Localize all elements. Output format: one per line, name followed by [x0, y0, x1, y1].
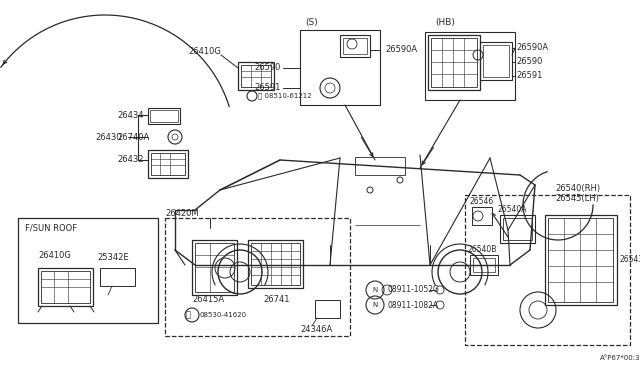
Text: 26434: 26434	[117, 110, 143, 119]
Text: 26430: 26430	[95, 132, 122, 141]
Bar	[470, 255, 498, 275]
Text: 26591: 26591	[516, 71, 542, 80]
Bar	[41, 271, 90, 303]
Text: 08911-1082A: 08911-1082A	[387, 301, 438, 310]
Text: 26410G: 26410G	[38, 250, 71, 260]
Text: 26591: 26591	[254, 83, 280, 93]
Text: 26546: 26546	[470, 198, 494, 206]
Bar	[480, 42, 512, 80]
Text: 26432: 26432	[117, 155, 143, 164]
Bar	[315, 300, 340, 318]
Bar	[38, 268, 93, 306]
Text: 26540A: 26540A	[498, 205, 527, 215]
Text: 08530-41620: 08530-41620	[200, 312, 247, 318]
Bar	[500, 215, 535, 243]
Bar	[18, 218, 158, 323]
Bar	[150, 110, 178, 122]
Bar	[343, 38, 367, 54]
Text: 26540(RH): 26540(RH)	[555, 183, 600, 192]
Bar	[100, 268, 135, 286]
Text: 26420M: 26420M	[165, 209, 198, 218]
Bar	[428, 35, 480, 90]
Bar	[148, 150, 188, 178]
Text: 26741: 26741	[263, 295, 289, 305]
Text: 26590A: 26590A	[385, 45, 417, 55]
Bar	[192, 240, 237, 295]
Text: 26543: 26543	[620, 256, 640, 264]
Bar	[548, 218, 613, 302]
Text: (HB): (HB)	[435, 17, 455, 26]
Bar	[465, 195, 630, 345]
Text: (S): (S)	[305, 17, 317, 26]
Text: N: N	[372, 302, 378, 308]
Text: 26415A: 26415A	[192, 295, 224, 305]
Text: 24346A: 24346A	[300, 326, 332, 334]
Bar	[165, 218, 350, 336]
Bar	[340, 35, 370, 57]
Text: Ⓢ 08510-61212: Ⓢ 08510-61212	[258, 93, 312, 99]
Bar	[248, 240, 303, 288]
Bar	[473, 258, 495, 272]
Bar	[355, 157, 405, 175]
Bar	[238, 62, 274, 90]
Text: 26545(LH): 26545(LH)	[555, 193, 599, 202]
Text: 26590: 26590	[516, 58, 542, 67]
Bar	[425, 32, 515, 100]
Bar	[151, 153, 185, 175]
Text: Ⓢ: Ⓢ	[186, 311, 191, 320]
Bar	[251, 243, 300, 285]
Bar	[148, 108, 180, 124]
Text: 26410G: 26410G	[188, 48, 221, 57]
Bar	[483, 45, 509, 77]
Bar	[503, 218, 532, 240]
Bar	[195, 243, 234, 292]
Text: A°P67*00:3: A°P67*00:3	[600, 355, 640, 361]
Text: N: N	[372, 287, 378, 293]
Text: 26540B: 26540B	[467, 246, 497, 254]
Text: F/SUN ROOF: F/SUN ROOF	[25, 224, 77, 232]
Bar	[545, 215, 617, 305]
Bar	[431, 38, 477, 87]
Text: 26590: 26590	[254, 64, 280, 73]
Bar	[241, 65, 271, 87]
Text: 26740A: 26740A	[117, 132, 149, 141]
Bar	[300, 30, 380, 105]
Bar	[472, 207, 492, 225]
Text: 25342E: 25342E	[97, 253, 129, 263]
Text: 08911-1052G: 08911-1052G	[387, 285, 439, 295]
Text: 26590A: 26590A	[516, 44, 548, 52]
